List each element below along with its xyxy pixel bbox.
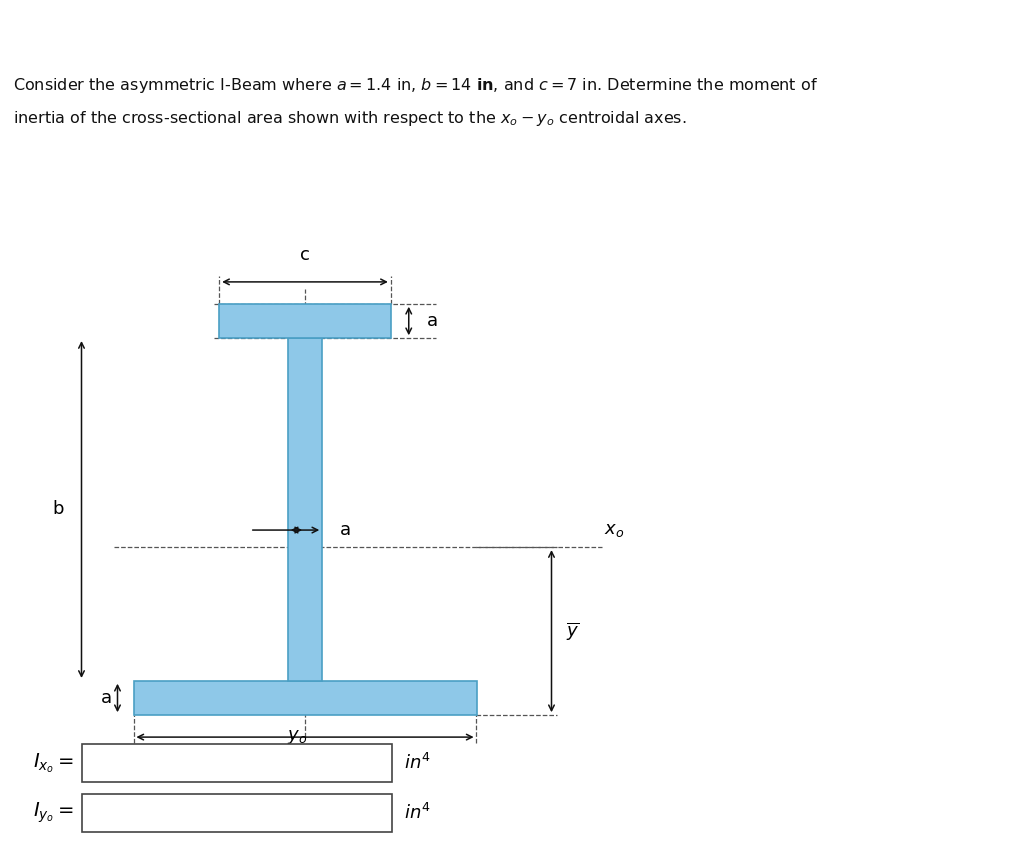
- Text: $I_{x_o} =$: $I_{x_o} =$: [33, 751, 74, 775]
- Bar: [82, 794, 392, 832]
- Text: inertia of the cross-sectional area shown with respect to the $x_o - y_o$ centro: inertia of the cross-sectional area show…: [13, 109, 687, 127]
- Text: HW8.6. Moment of Inertia of an I-Beam: HW8.6. Moment of Inertia of an I-Beam: [13, 17, 444, 36]
- Text: a: a: [427, 312, 438, 330]
- Text: $y_o$: $y_o$: [287, 728, 307, 746]
- Text: a: a: [100, 689, 112, 707]
- Text: a: a: [340, 521, 351, 539]
- Bar: [133, 681, 476, 715]
- Text: $x_o$: $x_o$: [604, 521, 625, 539]
- Text: $in^4$: $in^4$: [404, 803, 430, 823]
- Text: c: c: [300, 246, 310, 264]
- Text: Consider the asymmetric I-Beam where $a = 1.4$ in, $b = 14$ $\mathbf{in}$, and $: Consider the asymmetric I-Beam where $a …: [13, 76, 818, 94]
- Text: b: b: [52, 501, 63, 518]
- Bar: [288, 338, 323, 681]
- Text: $\overline{y}$: $\overline{y}$: [566, 620, 580, 642]
- Text: $I_{y_o} =$: $I_{y_o} =$: [33, 801, 74, 825]
- Text: b: b: [299, 763, 310, 781]
- Bar: [219, 304, 391, 338]
- Text: $in^4$: $in^4$: [404, 753, 430, 774]
- Bar: [82, 744, 392, 782]
